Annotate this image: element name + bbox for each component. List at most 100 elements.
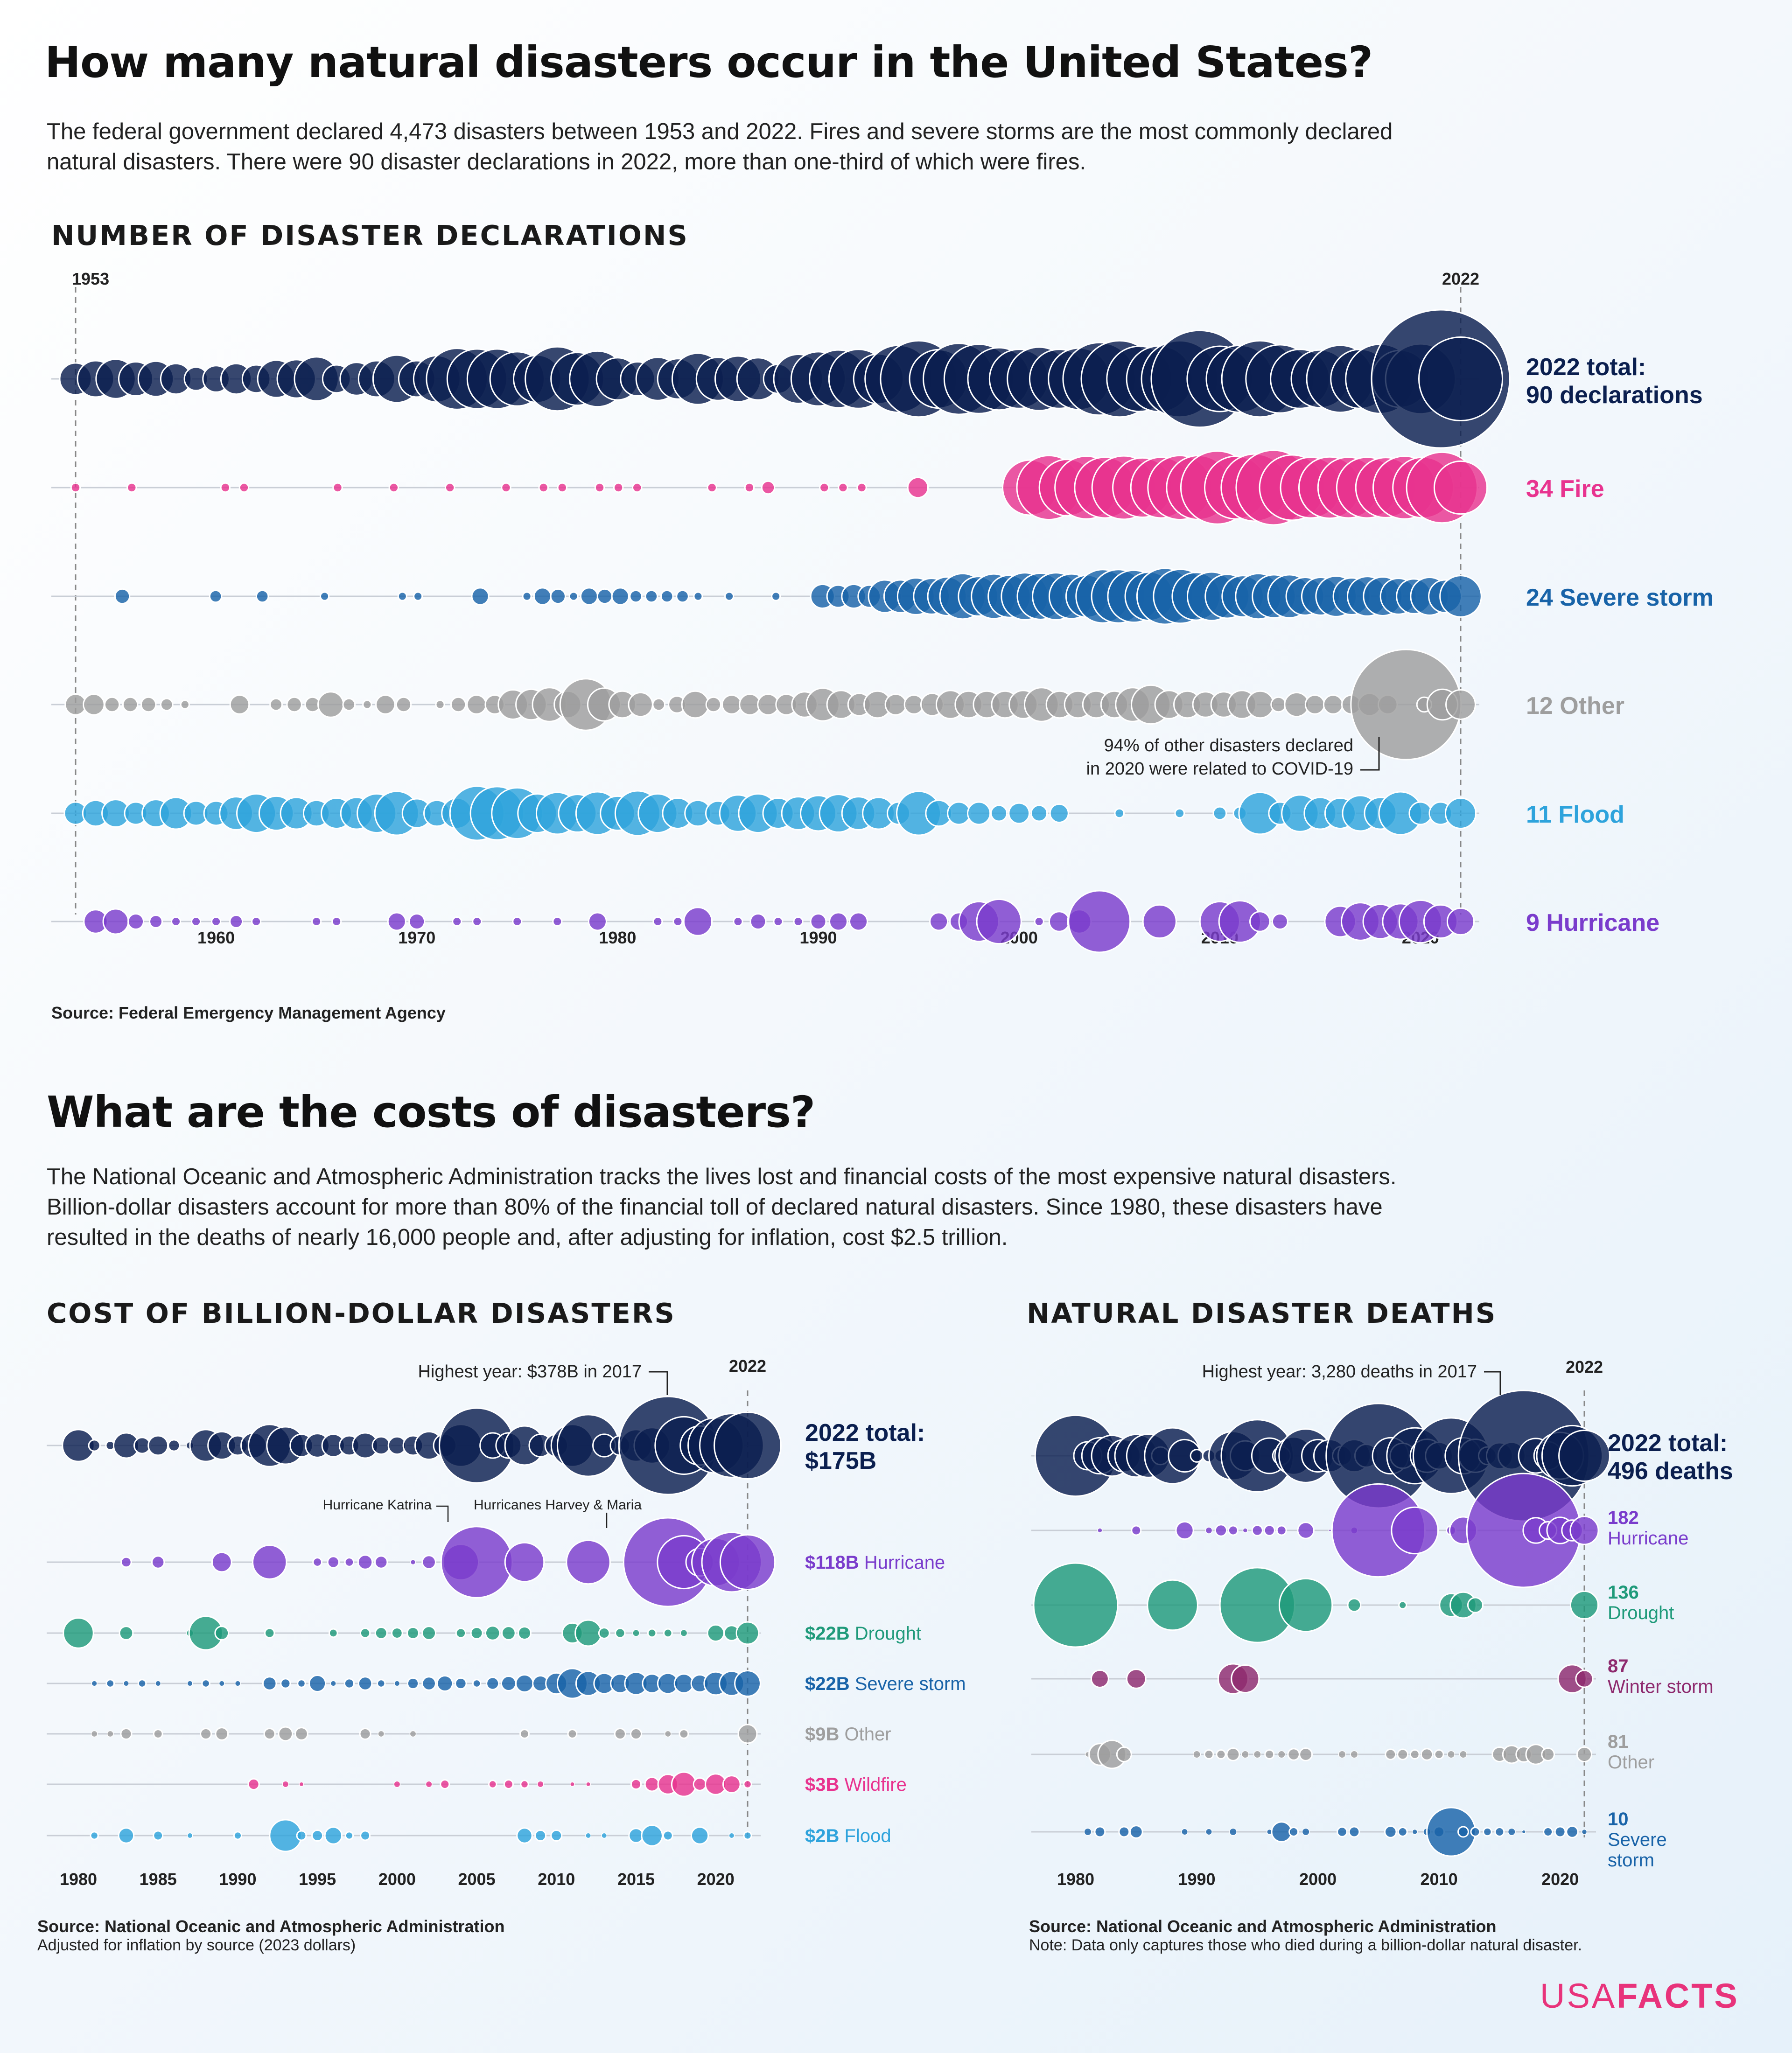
data-point [585, 1832, 592, 1839]
data-point [707, 482, 717, 493]
x-tick-label: 1980 [60, 1870, 97, 1889]
series-label-name: Severe storm [855, 1674, 966, 1694]
data-point [201, 1679, 210, 1688]
series-label: 24 Severe storm [1526, 584, 1714, 611]
data-point [550, 1830, 563, 1842]
data-point [601, 1832, 608, 1839]
data-point [662, 1830, 673, 1841]
data-point [378, 1730, 385, 1738]
data-point [613, 482, 624, 493]
series-label: Hurricane [1608, 1528, 1688, 1549]
series-label-value: $22B [805, 1674, 855, 1694]
data-point [761, 480, 776, 495]
data-point [676, 589, 689, 603]
x-tick-label: 1960 [197, 928, 235, 947]
data-point [444, 482, 455, 493]
data-point [452, 916, 462, 927]
deaths-source: Source: National Oceanic and Atmospheric… [1029, 1917, 1497, 1936]
data-point [1271, 913, 1288, 930]
data-point [967, 801, 991, 825]
series-label: 11 Flood [1526, 801, 1624, 828]
annotation-covid: in 2020 were related to COVID-19 [1086, 759, 1353, 779]
data-point [743, 1780, 752, 1789]
data-point [234, 1680, 241, 1687]
data-point [1097, 1528, 1103, 1533]
data-point [359, 1727, 371, 1740]
data-point [343, 1678, 355, 1689]
series-label: Winter storm [1608, 1676, 1714, 1697]
data-point [522, 591, 532, 601]
data-point [749, 913, 767, 930]
data-point [251, 916, 262, 927]
data-point [455, 1677, 467, 1690]
data-point [211, 916, 222, 927]
data-point [342, 698, 356, 712]
deaths-note: Note: Data only captures those who died … [1029, 1936, 1582, 1954]
data-point [397, 591, 407, 601]
data-point [1131, 1525, 1142, 1536]
series-label-name: Drought [855, 1623, 921, 1644]
data-point [395, 696, 412, 713]
data-point [519, 1729, 530, 1739]
data-point [1205, 1828, 1212, 1836]
data-point [311, 1830, 324, 1842]
data-point [311, 916, 322, 927]
annotation-leader [649, 1371, 668, 1395]
data-point [724, 591, 735, 601]
data-point [371, 1436, 391, 1455]
data-point [262, 1676, 277, 1691]
data-point [681, 690, 709, 719]
data-point [123, 1680, 130, 1687]
data-point [884, 693, 907, 716]
data-point [90, 1831, 99, 1840]
data-point [408, 913, 426, 930]
data-point [104, 696, 120, 713]
data-point [120, 1556, 132, 1568]
data-point [660, 589, 674, 603]
data-point [1129, 1825, 1143, 1839]
data-point [218, 1680, 225, 1687]
data-point [466, 694, 487, 715]
data-point [737, 1724, 758, 1744]
data-point [160, 698, 174, 712]
series-label: storm [1608, 1850, 1654, 1871]
data-point [278, 1726, 294, 1742]
section1-title: How many natural disasters occur in the … [45, 37, 1373, 87]
data-point [538, 482, 549, 493]
data-point [722, 1775, 741, 1794]
annotation-highest-year: Highest year: 3,280 deaths in 2017 [1202, 1362, 1477, 1382]
series-label: 12 Other [1526, 692, 1624, 719]
data-point [211, 1551, 232, 1573]
data-point [88, 1439, 101, 1452]
x-tick-label: 2000 [1299, 1870, 1337, 1889]
declarations-chart: 1953202219601970198019902000201020202022… [51, 269, 1714, 953]
tick-label-end: 2022 [1442, 269, 1479, 288]
series-label: $2B Flood [805, 1826, 891, 1846]
series-label: $22B Drought [805, 1623, 921, 1644]
cost-chart: 2022 1980 1985 1990 1995 2000 2005 2010 2015 2020… [47, 1356, 966, 1889]
data-point [644, 1776, 660, 1792]
data-point [520, 1780, 529, 1789]
data-point [171, 916, 182, 927]
declarations-chart-title: NUMBER OF DISASTER DECLARATIONS [51, 219, 689, 251]
x-tick-label: 1990 [799, 928, 837, 947]
data-point [569, 1781, 575, 1787]
data-point [187, 1832, 193, 1839]
data-point [1418, 336, 1504, 422]
data-point [153, 1830, 164, 1841]
data-point [693, 1777, 707, 1791]
data-point [1447, 1750, 1456, 1759]
data-point [282, 1781, 289, 1788]
data-point [1302, 1828, 1310, 1836]
deaths-chart-title: NATURAL DISASTER DEATHS [1027, 1297, 1497, 1329]
data-point [1444, 797, 1477, 830]
data-point [1048, 911, 1070, 932]
data-point [1457, 1826, 1469, 1838]
data-point [673, 1673, 694, 1694]
data-point [647, 1628, 657, 1638]
data-point [344, 1557, 355, 1567]
series-label: $22B Severe storm [805, 1674, 966, 1694]
data-point [1277, 1750, 1286, 1759]
data-point [1264, 1749, 1275, 1760]
data-point [1385, 1748, 1397, 1760]
